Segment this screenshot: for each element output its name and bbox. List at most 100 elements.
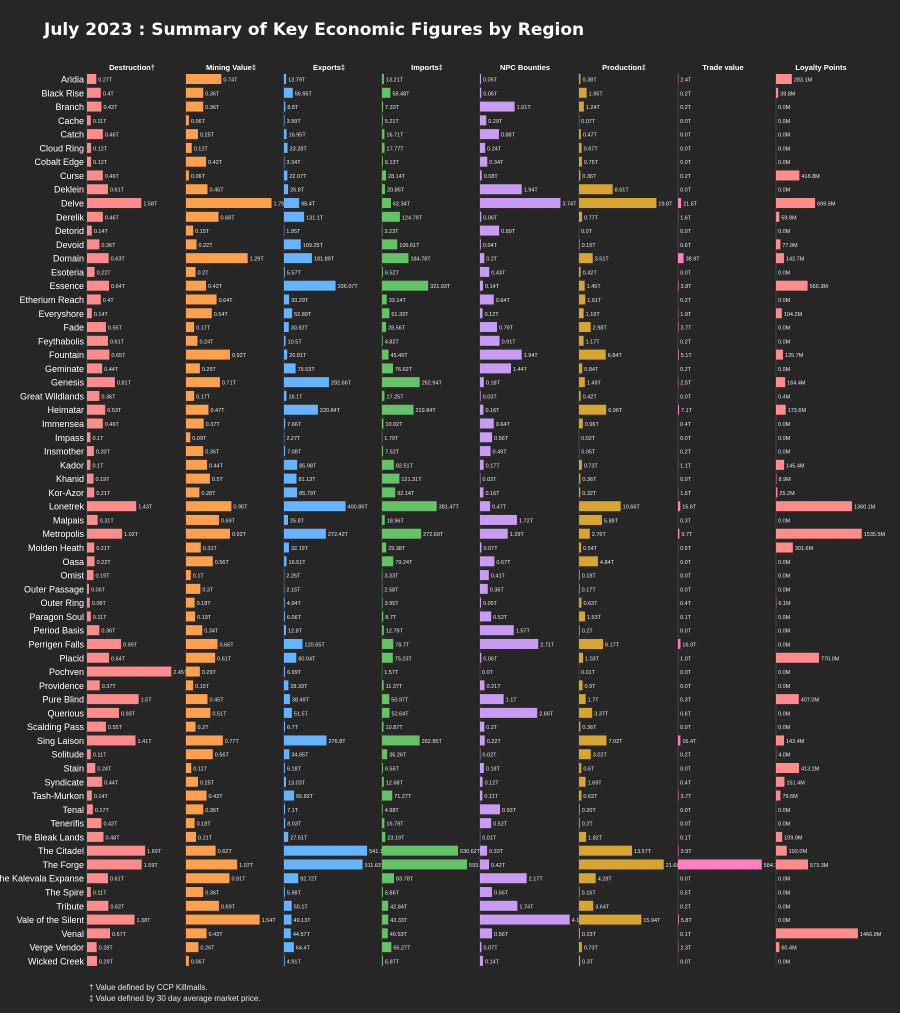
bar-mining-value [186,556,213,567]
bar-value-label: 0.2T [680,367,692,373]
bar-npc-bounties [480,308,483,319]
bar-value-label: 0.2T [582,822,594,828]
category-label-lonetrek: Lonetrek [49,502,85,512]
bar-exports [284,749,290,760]
bar-value-label: 0.42T [583,394,598,400]
bar-npc-bounties [480,790,483,801]
bar-value-label: 0.17T [486,463,501,469]
bar-destruction [87,87,101,98]
category-label-esoteria: Esoteria [51,267,84,277]
bar-value-label: 530.62T [460,849,481,855]
bar-npc-bounties [480,652,482,663]
bar-npc-bounties [480,501,491,512]
bar-value-label: 2.71T [540,642,555,648]
bar-value-label: 76.62T [395,367,413,373]
bar-exports [284,845,368,856]
bar-value-label: 22.07T [289,174,307,180]
bar-exports [284,721,286,732]
bar-mining-value [186,528,230,539]
bar-exports [284,418,286,429]
bar-destruction [87,487,95,498]
bar-value-label: 0.0M [778,326,791,332]
bar-value-label: 0.0M [778,105,791,111]
bar-value-label: 0.64T [111,656,126,662]
bar-value-label: 0.0T [680,574,692,580]
category-label-pochven: Pochven [49,667,84,677]
bar-mining-value [186,625,203,636]
bar-value-label: 1.0T [680,656,692,662]
bar-loyalty-points [776,487,778,498]
bar-value-label: 79.24T [395,560,413,566]
bar-value-label: 0.11T [93,891,107,897]
bar-value-label: 0.19T [96,574,111,580]
bar-production [579,942,582,953]
bar-npc-bounties [480,115,487,126]
bar-value-label: 0.93T [502,808,517,814]
bar-value-label: 0.1T [193,574,205,580]
bar-value-label: 65.27T [393,946,411,952]
bar-mining-value [186,404,209,415]
bar-value-label: 17.77T [387,146,405,152]
category-label-genesis: Genesis [51,378,85,388]
category-label-the-bleak-lands: The Bleak Lands [16,832,84,842]
bar-loyalty-points [776,211,780,222]
bar-npc-bounties [480,184,522,195]
bar-exports [284,101,286,112]
bar-destruction [87,184,108,195]
bar-value-label: 0.0M [778,450,791,456]
bar-value-label: 0.06T [483,91,498,97]
bar-value-label: 38.9T [686,257,701,263]
bar-mining-value [186,418,204,429]
bar-value-label: 0.0T [680,629,692,635]
bar-value-label: 0.16T [485,408,500,414]
bar-value-label: 0.22T [97,560,112,566]
bar-production [579,129,581,140]
bar-value-label: 28.56T [388,326,406,332]
bar-mining-value [186,115,189,126]
bar-value-label: 42.84T [390,904,408,910]
bar-value-label: 0.0T [680,270,692,276]
bar-value-label: 1.02T [124,532,139,538]
bar-value-label: 13.03T [288,780,306,786]
bar-value-label: 5.88T [604,518,619,524]
bar-mining-value [186,87,204,98]
bar-value-label: 29.38T [388,546,406,552]
bar-value-label: 26.8T [290,188,305,194]
bar-npc-bounties [480,142,486,153]
bar-value-label: 0.64T [111,284,126,290]
bar-imports [382,694,390,705]
bar-value-label: 2.45T [173,670,188,676]
bar-value-label: 7.08T [287,450,302,456]
bar-imports [382,266,383,277]
bar-value-label: 0.4T [680,780,692,786]
bar-value-label: 0.54T [583,546,598,552]
bar-value-label: 50.97T [391,698,409,704]
bar-mining-value [186,446,204,457]
bar-mining-value [186,694,208,705]
bar-destruction [87,308,92,319]
bar-value-label: 0.0T [680,767,692,773]
bar-destruction [87,115,91,126]
bar-value-label: 0.06T [191,959,206,965]
bar-destruction [87,790,92,801]
bar-npc-bounties [480,583,488,594]
bar-value-label: 40.53T [390,932,408,938]
bar-value-label: 8.7T [385,615,397,621]
bar-npc-bounties [480,322,497,333]
bar-production [579,377,585,388]
bar-value-label: 0.4T [103,91,115,97]
bar-exports [284,831,289,842]
bar-mining-value [186,74,222,84]
category-label-malpais: Malpais [53,515,85,525]
bar-value-label: 28.14T [388,174,406,180]
bar-value-label: 7.1T [681,408,693,414]
bar-imports [382,294,387,305]
bar-value-label: 0.02T [482,753,497,759]
category-label-molden-heath: Molden Heath [28,543,84,553]
bar-value-label: 0.28T [201,491,216,497]
bar-value-label: 34.65T [291,753,309,759]
bar-value-label: 0.20T [582,808,597,814]
bar-value-label: 0.2T [680,91,692,97]
bar-loyalty-points [776,280,808,291]
bar-imports [382,322,387,333]
